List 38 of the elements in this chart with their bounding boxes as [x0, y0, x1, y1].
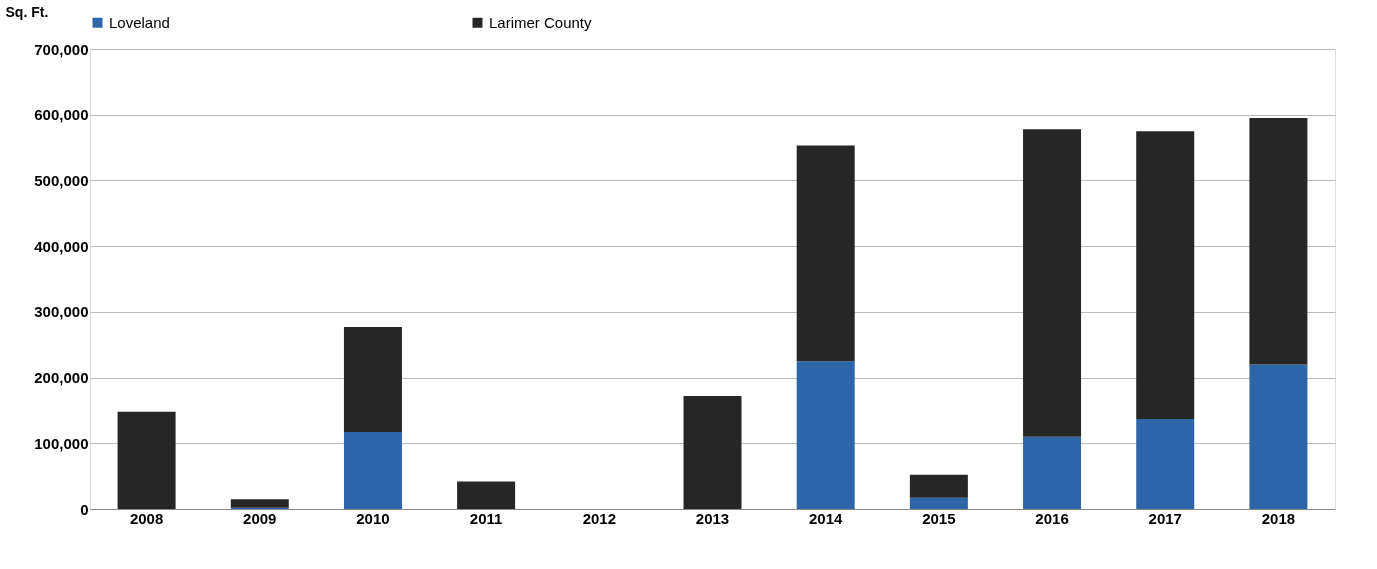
bar — [683, 395, 742, 509]
bar — [909, 497, 968, 509]
y-tick-label: 100,000 — [34, 434, 89, 452]
bar — [1136, 418, 1195, 509]
bar — [343, 432, 402, 509]
bar — [796, 145, 855, 362]
bar — [457, 481, 516, 509]
bar — [1023, 129, 1082, 437]
legend-label: Larimer County — [489, 13, 593, 31]
x-tick-label: 2012 — [582, 509, 617, 527]
y-tick-label: 200,000 — [34, 369, 89, 387]
bar — [343, 326, 402, 433]
y-tick-label: 400,000 — [34, 237, 89, 255]
x-tick-label: 2016 — [1035, 509, 1069, 527]
bar — [1249, 364, 1308, 509]
bar — [230, 499, 289, 508]
x-tick-label: 2017 — [1148, 509, 1182, 527]
x-tick-label: 2018 — [1261, 509, 1296, 527]
y-tick-label: 700,000 — [34, 40, 89, 58]
x-tick-label: 2014 — [808, 509, 844, 527]
y-tick-label: 0 — [80, 500, 89, 518]
bar — [117, 411, 176, 509]
y-tick-label: 300,000 — [34, 303, 89, 321]
legend-label: Loveland — [109, 13, 170, 31]
bar — [796, 361, 855, 509]
bar — [1249, 118, 1308, 365]
y-tick-label: 500,000 — [34, 171, 89, 189]
bar — [1023, 436, 1082, 509]
bar — [909, 474, 968, 498]
x-tick-label: 2011 — [469, 509, 503, 527]
y-tick-label: 600,000 — [34, 106, 89, 124]
x-tick-label: 2009 — [243, 509, 277, 527]
y-axis-title: Sq. Ft. — [5, 3, 49, 20]
bar — [1136, 131, 1195, 419]
x-tick-label: 2013 — [695, 509, 730, 527]
x-tick-label: 2015 — [922, 509, 956, 527]
x-tick-label: 2008 — [129, 509, 164, 527]
x-tick-label: 2010 — [356, 509, 390, 527]
